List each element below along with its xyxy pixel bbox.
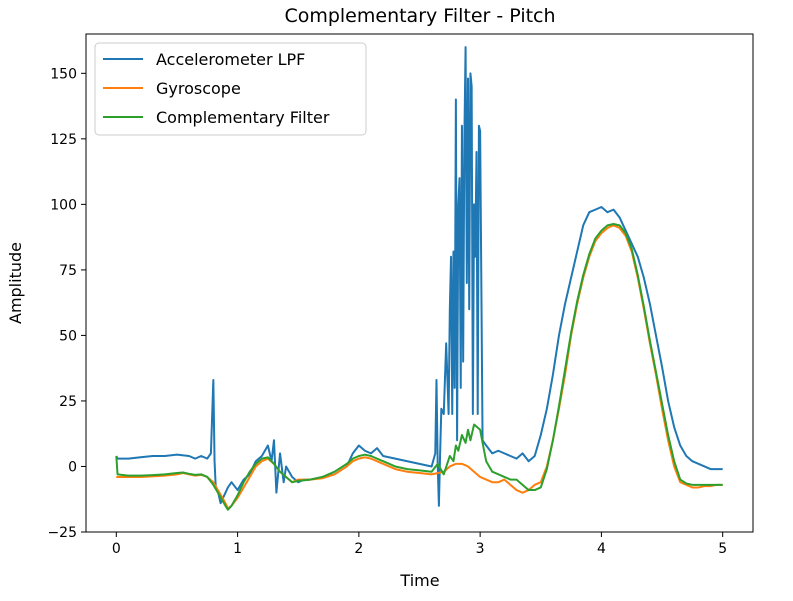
y-tick-label: 75 <box>59 263 77 279</box>
y-tick-label: 125 <box>50 132 77 148</box>
y-tick-label: 50 <box>59 328 77 344</box>
y-tick-label: 25 <box>59 394 77 410</box>
y-tick-label: −25 <box>47 525 77 541</box>
x-tick-label: 4 <box>597 541 606 557</box>
legend: Accelerometer LPF Gyroscope Complementar… <box>94 42 367 136</box>
y-axis-label: Amplitude <box>6 242 25 324</box>
chart-title: Complementary Filter - Pitch <box>284 5 555 27</box>
x-tick-label: 5 <box>718 541 727 557</box>
legend-box <box>94 42 367 136</box>
legend-label-gyroscope: Gyroscope <box>156 79 241 98</box>
legend-label-complementary: Complementary Filter <box>156 108 330 127</box>
x-tick-label: 2 <box>354 541 363 557</box>
x-axis-label: Time <box>399 571 439 590</box>
series-line-complementary-filter <box>115 223 723 511</box>
x-tick-label: 3 <box>476 541 485 557</box>
plot-frame <box>85 33 754 533</box>
x-tick-label: 1 <box>233 541 242 557</box>
x-tick-label: 0 <box>112 541 121 557</box>
ticks-layer: 0 1 2 3 4 5 −25 0 25 50 75 100 125 150 <box>47 66 727 557</box>
series-layer <box>115 46 723 511</box>
series-line-accelerometer-lpf <box>115 46 723 507</box>
y-tick-label: 150 <box>50 66 77 82</box>
y-tick-label: 100 <box>50 197 77 213</box>
legend-label-accelerometer: Accelerometer LPF <box>156 50 305 69</box>
y-tick-label: 0 <box>68 459 77 475</box>
